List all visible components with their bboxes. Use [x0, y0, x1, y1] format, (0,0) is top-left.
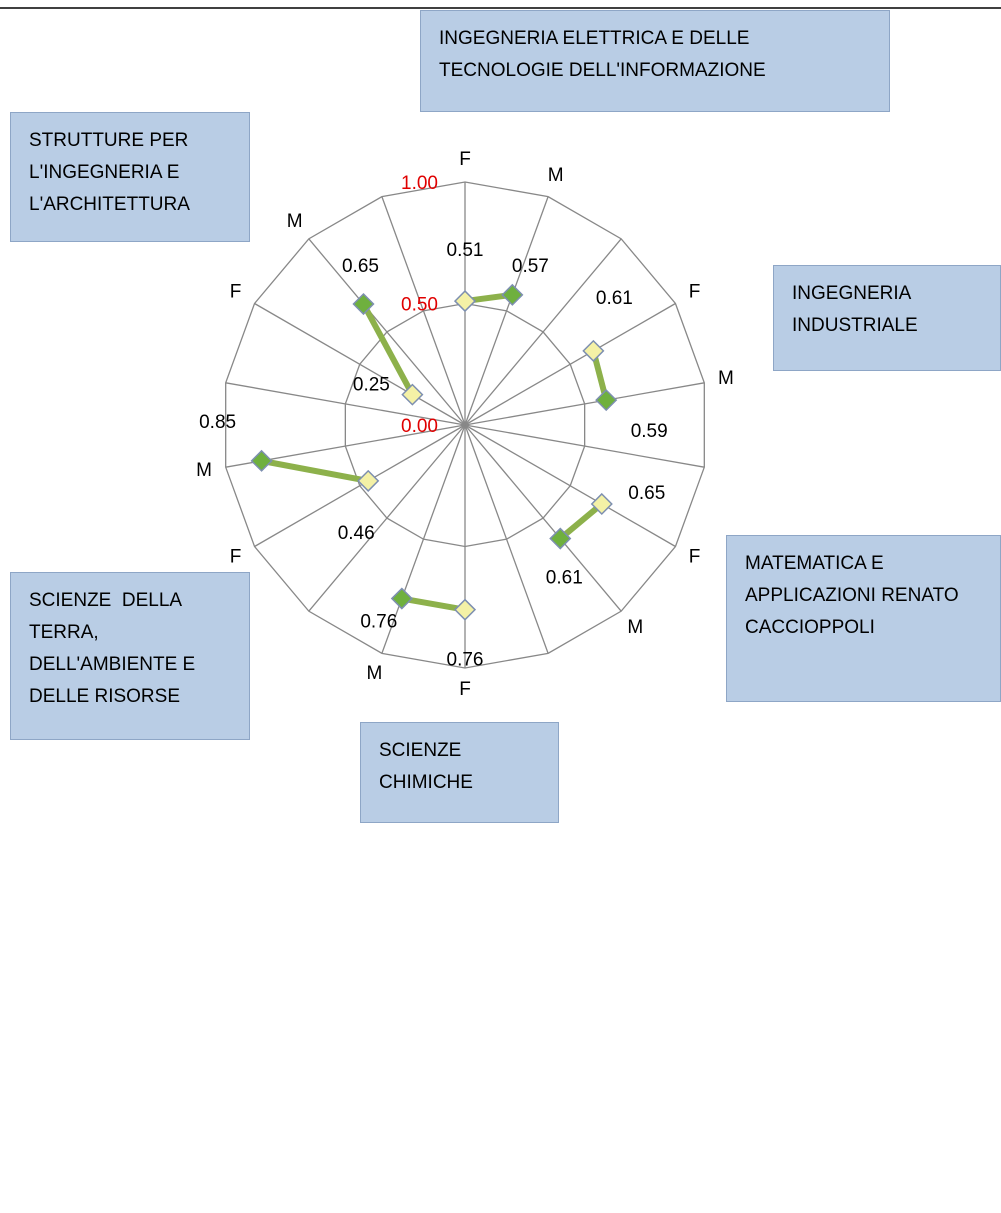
category-label: M	[548, 165, 564, 186]
category-label: F	[689, 282, 701, 303]
annotation-box: INGEGNERIA INDUSTRIALE	[773, 265, 1001, 371]
series-line	[558, 501, 604, 541]
data-label: 0.59	[631, 421, 668, 442]
grid-ring	[225, 181, 705, 669]
marker	[501, 283, 524, 306]
r-tick-label: 0.00	[401, 416, 438, 437]
data-label: 0.61	[546, 568, 583, 589]
data-label: 0.76	[447, 650, 484, 671]
marker	[250, 449, 273, 472]
marker	[582, 339, 605, 362]
data-label: 0.46	[338, 523, 375, 544]
grid-ring	[344, 302, 586, 548]
r-tick-label: 0.50	[401, 295, 438, 316]
marker	[390, 587, 413, 610]
annotation-box: STRUTTURE PER L'INGEGNERIA E L'ARCHITETT…	[10, 112, 250, 242]
series-line	[360, 302, 416, 397]
marker	[549, 527, 572, 550]
marker	[595, 389, 618, 412]
annotation-box: MATEMATICA E APPLICAZIONI RENATO CACCIOP…	[726, 535, 1001, 702]
category-label: F	[459, 149, 471, 170]
category-label: M	[287, 211, 303, 232]
data-label: 0.85	[199, 412, 236, 433]
marker	[357, 469, 380, 492]
marker	[453, 598, 477, 621]
annotation-box: SCIENZE DELLA TERRA, DELL'AMBIENTE E DEL…	[10, 572, 250, 740]
marker	[590, 492, 613, 516]
data-label: 0.61	[596, 288, 633, 309]
marker	[352, 292, 375, 316]
series-line	[261, 457, 369, 484]
annotation-box: SCIENZE CHIMICHE	[360, 722, 559, 823]
category-label: M	[718, 368, 734, 389]
data-label: 0.76	[360, 612, 397, 633]
marker	[453, 290, 477, 313]
annotation-box: INGEGNERIA ELETTRICA E DELLE TECNOLOGIE …	[420, 10, 890, 112]
data-label: 0.65	[342, 256, 379, 277]
marker	[401, 383, 424, 406]
data-label: 0.65	[628, 483, 665, 504]
series-line	[401, 595, 466, 613]
category-label: M	[366, 663, 382, 684]
category-label: F	[689, 547, 701, 568]
category-label: F	[230, 282, 242, 303]
r-tick-label: 1.00	[401, 173, 438, 194]
data-label: 0.25	[353, 375, 390, 396]
category-label: F	[230, 547, 242, 568]
category-label: M	[196, 460, 212, 481]
category-label: F	[459, 679, 471, 700]
category-label: M	[627, 617, 643, 638]
data-label: 0.51	[447, 240, 484, 261]
data-label: 0.57	[512, 256, 549, 277]
